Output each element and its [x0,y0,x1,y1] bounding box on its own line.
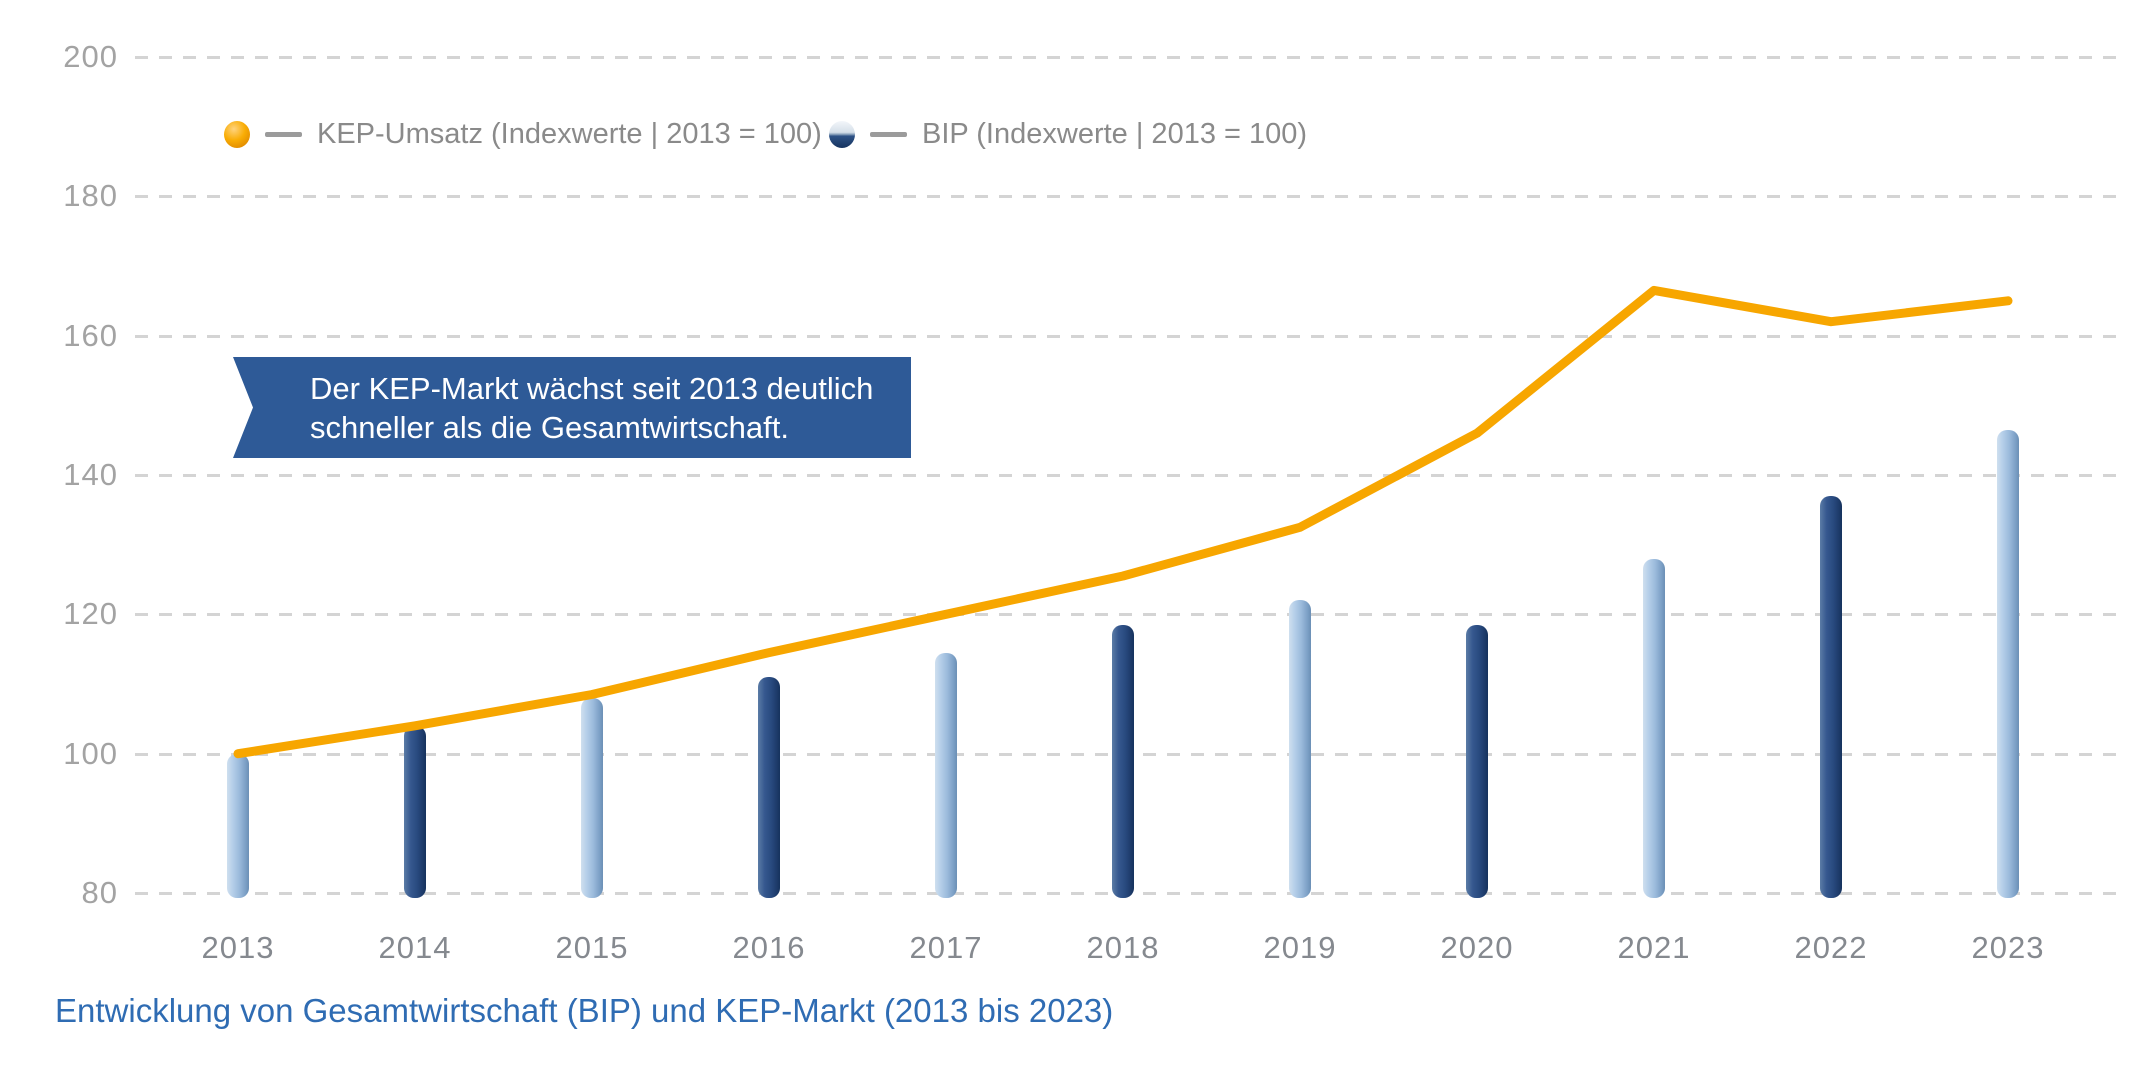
y-tick-label-160: 160 [63,317,118,353]
gridline-160 [135,334,2120,338]
x-tick-label-2018: 2018 [1086,930,1160,965]
bip-bar-2023 [1997,429,2019,898]
gridline-140 [135,474,2120,477]
y-tick-label-120: 120 [63,596,118,632]
y-tick-label-100: 100 [63,735,118,771]
y-tick-label-140: 140 [63,457,118,492]
bip-bar-2021 [1643,558,1665,898]
bip-bar-2017 [935,652,957,898]
bip-bar-2016 [758,677,780,898]
legend-dash-icon [870,131,907,137]
bip-bar-2013 [227,753,249,898]
callout-line-2: schneller als die Gesamtwirtschaft. [310,409,789,445]
x-tick-label-2021: 2021 [1617,930,1691,965]
y-tick-label-80: 80 [81,875,118,910]
bip-bar-2022 [1820,495,1842,898]
x-tick-label-2023: 2023 [1971,930,2045,965]
gridline-200 [135,56,2120,59]
legend-label-bip: BIP (Indexwerte | 2013 = 100) [922,117,1308,150]
bip-sphere-marker-icon [829,120,855,148]
kep-line [233,285,2013,759]
x-tick-label-2022: 2022 [1794,930,1868,965]
x-tick-label-2017: 2017 [909,930,983,965]
callout-banner: Der KEP-Markt wächst seit 2013 deutlich … [233,357,911,458]
x-tick-label-2020: 2020 [1440,930,1514,965]
y-tick-label-180: 180 [63,178,118,214]
bip-bar-2019 [1289,600,1311,898]
kep-sphere-marker-icon [224,120,250,148]
bip-bar-2020 [1466,624,1488,898]
legend-item-bip: BIP (Indexwerte | 2013 = 100) [829,117,1307,151]
gridline-180 [135,195,2120,199]
callout-line-1: Der KEP-Markt wächst seit 2013 deutlich [310,370,874,406]
chart-caption: Entwicklung von Gesamtwirtschaft (BIP) u… [55,992,1114,1029]
x-tick-label-2019: 2019 [1263,930,1337,965]
x-tick-label-2016: 2016 [732,930,806,965]
x-tick-label-2015: 2015 [555,930,629,965]
y-tick-label-200: 200 [63,39,118,74]
gridline-120 [135,613,2120,617]
bip-bar-2015 [581,697,603,898]
legend-label-kep: KEP-Umsatz (Indexwerte | 2013 = 100) [317,117,822,150]
x-tick-label-2014: 2014 [378,930,452,965]
bip-bar-2014 [404,725,426,898]
x-tick-label-2013: 2013 [201,930,275,965]
legend-dash-icon [265,131,302,137]
bip-bar-2018 [1112,624,1134,898]
legend-item-kep: KEP-Umsatz (Indexwerte | 2013 = 100) [224,117,822,151]
